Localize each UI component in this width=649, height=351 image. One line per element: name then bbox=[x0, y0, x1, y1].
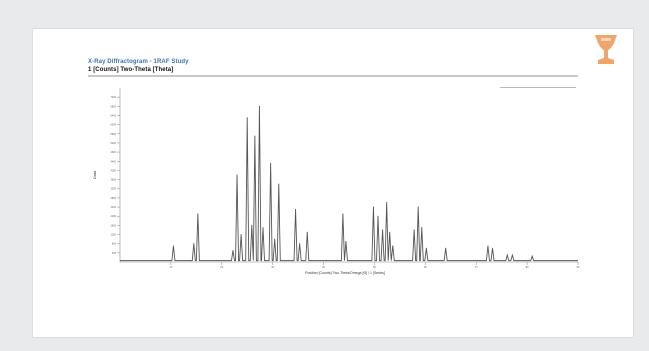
data-point bbox=[386, 201, 388, 203]
y-tick-label: 7200 bbox=[110, 96, 116, 99]
y-tick-label: 1200 bbox=[110, 234, 116, 237]
y-tick-label: 2000 bbox=[110, 215, 116, 218]
data-point bbox=[274, 238, 276, 240]
data-point bbox=[193, 243, 195, 245]
x-tick-label: 40 bbox=[322, 266, 325, 269]
data-point bbox=[511, 254, 513, 256]
data-point bbox=[377, 215, 379, 217]
data-point bbox=[299, 243, 301, 245]
y-tick-label: 5200 bbox=[110, 142, 116, 145]
y-tick-label: 2800 bbox=[110, 197, 116, 200]
y-tick-label: 5600 bbox=[110, 133, 116, 136]
x-tick-label: 10 bbox=[169, 266, 172, 269]
data-point bbox=[254, 135, 256, 137]
y-tick-label: 4800 bbox=[110, 151, 116, 154]
chart-subtitle: 1 [Counts] Two-Theta [Theta] bbox=[88, 67, 174, 73]
y-tick-label: 3600 bbox=[110, 179, 116, 182]
x-tick-label: 30 bbox=[271, 266, 274, 269]
x-tick-label: 60 bbox=[424, 266, 427, 269]
data-point bbox=[506, 254, 508, 256]
data-point bbox=[306, 231, 308, 233]
y-tick-label: 400 bbox=[112, 252, 117, 255]
data-point bbox=[236, 174, 238, 176]
data-point bbox=[445, 247, 447, 249]
data-point bbox=[531, 255, 533, 257]
y-tick-label: 800 bbox=[112, 243, 117, 246]
data-point bbox=[197, 213, 199, 215]
y-tick-label: 4000 bbox=[110, 169, 116, 172]
chart-card bbox=[32, 28, 634, 338]
data-point bbox=[389, 231, 391, 233]
y-tick-label: 2400 bbox=[110, 206, 116, 209]
data-point bbox=[487, 245, 489, 247]
x-tick-label: 70 bbox=[475, 266, 478, 269]
data-point bbox=[232, 250, 234, 252]
data-point bbox=[413, 229, 415, 231]
y-tick-label: 6800 bbox=[110, 105, 116, 108]
data-point bbox=[172, 245, 174, 247]
series-line bbox=[120, 106, 578, 262]
x-tick-label: 90 bbox=[577, 266, 580, 269]
data-point bbox=[417, 206, 419, 208]
trophy-icon bbox=[595, 35, 617, 64]
y-tick-label: 4400 bbox=[110, 160, 116, 163]
legend-entry bbox=[500, 87, 576, 88]
data-point bbox=[342, 213, 344, 215]
data-point bbox=[258, 105, 260, 107]
y-tick-label: 1600 bbox=[110, 224, 116, 227]
chart-title: X-Ray Diffractogram - 1RAF Study bbox=[88, 59, 189, 65]
data-point bbox=[372, 206, 374, 208]
x-axis-label: Position [Counts] Two-Theta/Omega [Θ] / … bbox=[305, 271, 385, 275]
data-point bbox=[392, 245, 394, 247]
data-point bbox=[345, 240, 347, 242]
x-tick-label: 50 bbox=[373, 266, 376, 269]
data-point bbox=[425, 247, 427, 249]
data-point bbox=[246, 117, 248, 119]
y-tick-label: 3200 bbox=[110, 188, 116, 191]
data-point bbox=[295, 208, 297, 210]
data-point bbox=[240, 234, 242, 236]
x-tick-label: 80 bbox=[526, 266, 529, 269]
data-point bbox=[382, 229, 384, 231]
x-tick-label: 20 bbox=[220, 266, 223, 269]
y-tick-label: 6000 bbox=[110, 124, 116, 127]
data-point bbox=[251, 224, 253, 226]
data-point bbox=[278, 183, 280, 185]
data-point bbox=[262, 227, 264, 229]
y-axis-label: Data bbox=[92, 170, 97, 179]
y-tick-label: 6400 bbox=[110, 114, 116, 117]
data-point bbox=[270, 163, 272, 165]
data-point bbox=[492, 247, 494, 249]
data-point bbox=[421, 227, 423, 229]
